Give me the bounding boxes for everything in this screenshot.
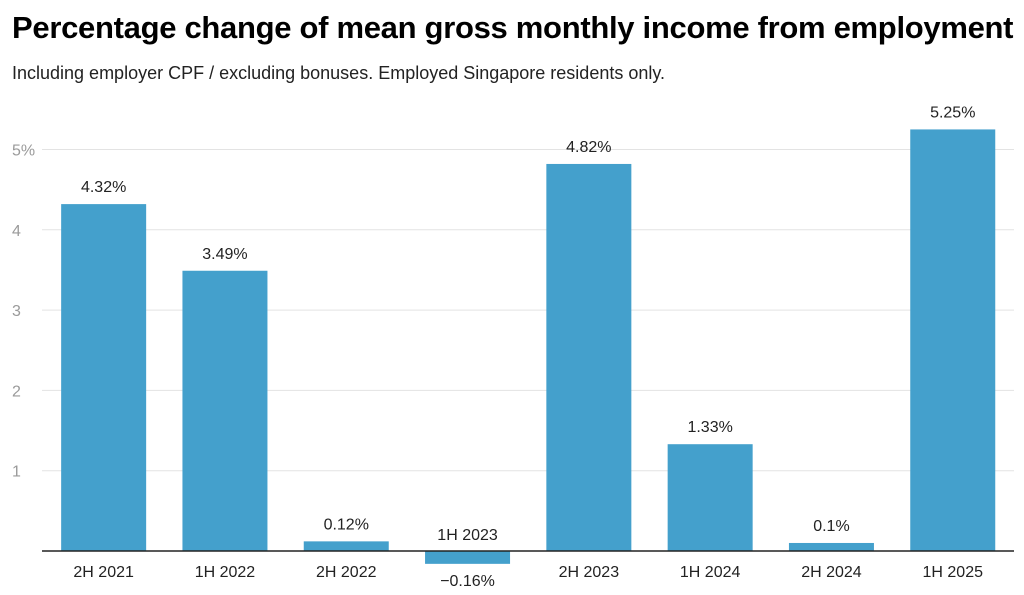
- x-category-label-2: 2H 2022: [316, 564, 377, 581]
- x-category-label-0: 2H 2021: [73, 564, 134, 581]
- bar-2: [303, 541, 389, 551]
- data-label-7: 5.25%: [930, 104, 975, 121]
- data-label-1: 3.49%: [202, 246, 247, 263]
- x-axis-categories: 2H 2021 1H 2022 2H 2022 1H 2023 2H 2023 1H 20…: [73, 527, 983, 581]
- x-category-label-4: 2H 2023: [559, 564, 620, 581]
- x-category-label-7: 1H 2025: [923, 564, 984, 581]
- y-tick-label-5: 5%: [12, 143, 35, 160]
- bar-6: [788, 542, 874, 551]
- bar-0: [61, 204, 147, 551]
- x-category-label-3: 1H 2023: [437, 527, 498, 544]
- bar-1: [182, 270, 268, 551]
- data-labels: 4.32% 3.49% 0.12% −0.16% 4.82% 1.33% 0.1% 5.25%: [81, 104, 975, 589]
- bar-4: [546, 163, 632, 552]
- bar-7: [910, 129, 996, 552]
- x-category-label-6: 2H 2024: [801, 564, 862, 581]
- data-label-4: 4.82%: [566, 139, 611, 156]
- data-label-5: 1.33%: [687, 419, 732, 436]
- data-label-6: 0.1%: [813, 518, 849, 535]
- bar-5: [667, 444, 753, 551]
- chart-subtitle: Including employer CPF / excluding bonus…: [12, 63, 666, 83]
- chart-title: Percentage change of mean gross monthly …: [12, 10, 1014, 45]
- data-label-2: 0.12%: [324, 516, 369, 533]
- data-label-3: −0.16%: [440, 573, 495, 590]
- y-tick-label-4: 4: [12, 223, 21, 240]
- x-category-label-1: 1H 2022: [195, 564, 256, 581]
- y-tick-label-3: 3: [12, 303, 21, 320]
- x-category-label-5: 1H 2024: [680, 564, 741, 581]
- y-tick-label-2: 2: [12, 383, 21, 400]
- y-tick-label-1: 1: [12, 464, 21, 481]
- bar-3: [425, 551, 511, 564]
- data-label-0: 4.32%: [81, 179, 126, 196]
- bars: [61, 129, 996, 564]
- y-axis-ticks: 1 2 3 4 5%: [12, 143, 35, 481]
